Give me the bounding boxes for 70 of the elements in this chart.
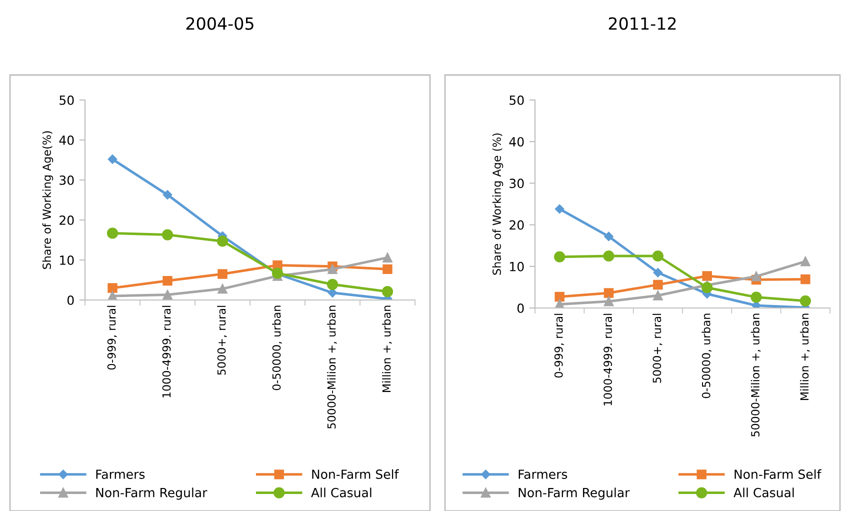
point — [800, 256, 810, 266]
y-tick-label: 30 — [510, 178, 524, 188]
y-tick-label: 40 — [509, 137, 524, 147]
x-tick-label: 1000-4999. rural — [162, 306, 171, 398]
y-axis-title: Share of Working Age(%) — [42, 131, 54, 269]
point — [603, 250, 614, 262]
x-tick-label: 1000-4999. rural — [603, 314, 612, 406]
y-tick-label: 20 — [510, 220, 524, 230]
x-tick-label: 0-999, rural — [554, 314, 564, 378]
point — [328, 288, 338, 298]
point — [800, 274, 810, 284]
point — [382, 252, 392, 262]
chart-title: 2011-12 — [608, 17, 676, 30]
y-tick-label: 10 — [510, 262, 524, 272]
x-tick-label: 0-50000, urban — [702, 314, 712, 398]
chart-title: 2004-05 — [186, 17, 254, 30]
legend-label: Farmers — [96, 470, 145, 479]
point — [702, 271, 712, 281]
point — [653, 280, 663, 290]
point — [652, 250, 664, 262]
legend-label: All Casual — [311, 488, 372, 498]
point — [653, 290, 663, 300]
y-tick-label: 50 — [60, 95, 74, 105]
point — [604, 296, 614, 306]
legend-label: All Casual — [734, 488, 794, 498]
legend-label: Farmers — [518, 470, 568, 479]
x-tick-label: 50000-Milion +, urban — [327, 306, 337, 428]
x-tick-label: 50000-Milion +, urban — [750, 314, 761, 436]
x-tick-label: Million +, urban — [800, 314, 810, 400]
point — [554, 251, 566, 262]
point — [554, 292, 564, 302]
y-tick-label: 0 — [517, 303, 524, 313]
point — [751, 272, 762, 282]
y-tick-label: 40 — [59, 135, 74, 145]
point — [162, 290, 172, 300]
x-tick-label: 0-50000, urban — [272, 306, 282, 390]
legend-label: Non-Farm Self — [734, 469, 822, 479]
point — [382, 286, 394, 298]
point — [218, 269, 228, 279]
point — [218, 284, 228, 294]
point — [653, 268, 663, 278]
y-tick-label: 50 — [510, 95, 524, 105]
legend-label: Non-Farm Regular — [518, 488, 630, 500]
x-tick-label: 5000+, rural — [217, 306, 227, 375]
point — [326, 278, 338, 290]
point — [328, 264, 338, 274]
legend-label: Non-Farm Regular — [96, 488, 208, 500]
point — [750, 292, 762, 303]
point — [604, 232, 614, 242]
y-tick-label: 10 — [60, 255, 74, 265]
point — [216, 236, 228, 247]
point — [108, 154, 118, 164]
point — [702, 282, 713, 294]
point — [800, 295, 811, 306]
y-tick-label: 20 — [60, 215, 74, 225]
x-tick-label: 5000+, rural — [652, 314, 662, 383]
legend-label: Non-Farm Self — [312, 469, 399, 479]
point — [108, 283, 118, 293]
point — [382, 264, 392, 274]
y-axis-title: Share of Working Age (%) — [492, 133, 504, 275]
point — [162, 229, 174, 240]
point — [554, 204, 564, 214]
x-tick-label: Million +, urban — [382, 306, 392, 392]
point — [106, 228, 118, 239]
point — [604, 288, 614, 298]
y-tick-label: 0 — [67, 295, 74, 305]
point — [162, 276, 172, 286]
point — [162, 190, 172, 200]
x-tick-label: 0-999, rural — [107, 306, 117, 370]
y-tick-label: 30 — [60, 175, 74, 185]
